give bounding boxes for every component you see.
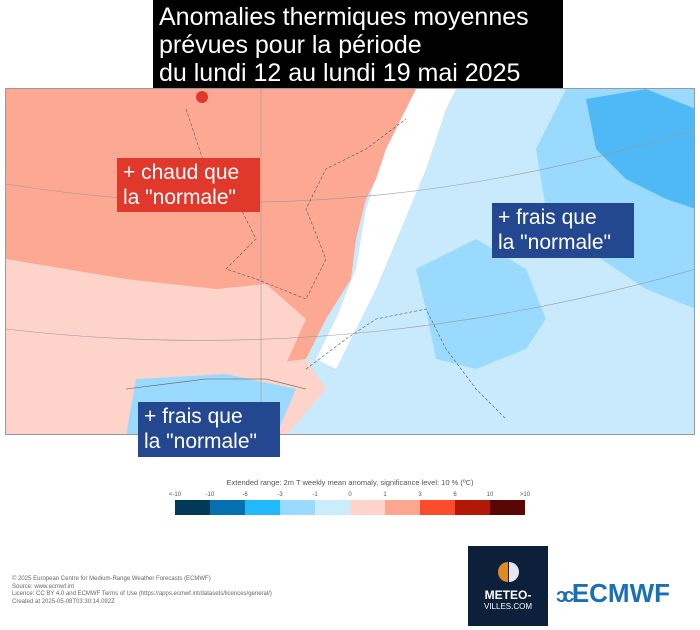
colorbar-swatch (315, 500, 350, 515)
strong-cool-area (586, 89, 694, 209)
title-line-3: du lundi 12 au lundi 19 mai 2025 (159, 59, 521, 87)
colorbar-tick-label: >10 (519, 492, 531, 498)
cool-central-area (416, 239, 546, 369)
label-line: la "normale" (498, 231, 611, 254)
colorbar-tick-label: 6 (453, 492, 457, 498)
colorbar-title: Extended range: 2m T weekly mean anomaly… (226, 478, 474, 487)
label-line: + chaud que (123, 161, 240, 184)
footer-credits: © 2025 European Centre for Medium-Range … (12, 576, 272, 606)
scotland-warm-spot (196, 91, 208, 103)
colorbar-swatch (245, 500, 280, 515)
label-line: la "normale" (123, 186, 236, 209)
colorbar-tick-label: -10 (205, 492, 215, 498)
logo-text: VILLES.COM (483, 602, 532, 611)
footer-line: © 2025 European Centre for Medium-Range … (12, 576, 211, 582)
colorbar-tick-label: -3 (277, 492, 283, 498)
coastlines-grid (6, 89, 694, 434)
colorbar-tick-label: <-10 (168, 492, 182, 498)
slight-warm-area (6, 259, 306, 389)
colorbar-tick-label: 0 (348, 492, 352, 498)
title-line-2: prévues pour la période (159, 31, 422, 59)
label-line: + frais que (144, 405, 243, 428)
colorbar-swatch (350, 500, 385, 515)
map-canvas (6, 89, 694, 434)
footer-line: Licence: CC BY 4.0 and ECMWF Terms of Us… (12, 591, 272, 597)
ecmwf-symbol-icon: ↄc (556, 585, 574, 607)
colorbar-tick-label: -1 (312, 492, 318, 498)
label-line: la "normale" (144, 430, 257, 453)
colorbar-swatch (175, 500, 210, 515)
anomaly-map (5, 88, 695, 435)
colorbar-swatch (385, 500, 420, 515)
footer-line: Source: www.ecmwf.int (12, 583, 75, 590)
cooler-than-normal-south-label: + frais que la "normale" (138, 402, 280, 457)
half-circle-logo-icon (498, 562, 519, 582)
title-line-1: Anomalies thermiques moyennes (159, 3, 529, 31)
colorbar-swatch (210, 500, 245, 515)
map-title: Anomalies thermiques moyennes prévues po… (153, 0, 563, 88)
footer-line: Created at 2025-05-08T03:30:14.092Z (12, 598, 115, 605)
colorbar-tick-label: -6 (242, 492, 248, 498)
colorbar-tick-label: 3 (418, 492, 422, 498)
ecmwf-wordmark: ECMWF (571, 578, 671, 608)
colorbar-swatch (490, 500, 525, 515)
meteo-villes-logo: METEO- VILLES.COM (468, 546, 548, 626)
colorbar-tick-label: 1 (383, 492, 387, 498)
ecmwf-logo: ↄc ECMWF (556, 578, 670, 609)
neutral-band (316, 89, 456, 369)
colorbar-swatch (455, 500, 490, 515)
colorbar-tick-label: 10 (486, 492, 494, 498)
cooler-than-normal-east-label: + frais que la "normale" (492, 203, 634, 258)
warmer-than-normal-label: + chaud que la "normale" (117, 158, 260, 212)
logo-text: METEO- (484, 588, 532, 602)
label-line: + frais que (498, 206, 597, 229)
colorbar (175, 500, 525, 515)
colorbar-swatch (420, 500, 455, 515)
colorbar-swatch (280, 500, 315, 515)
